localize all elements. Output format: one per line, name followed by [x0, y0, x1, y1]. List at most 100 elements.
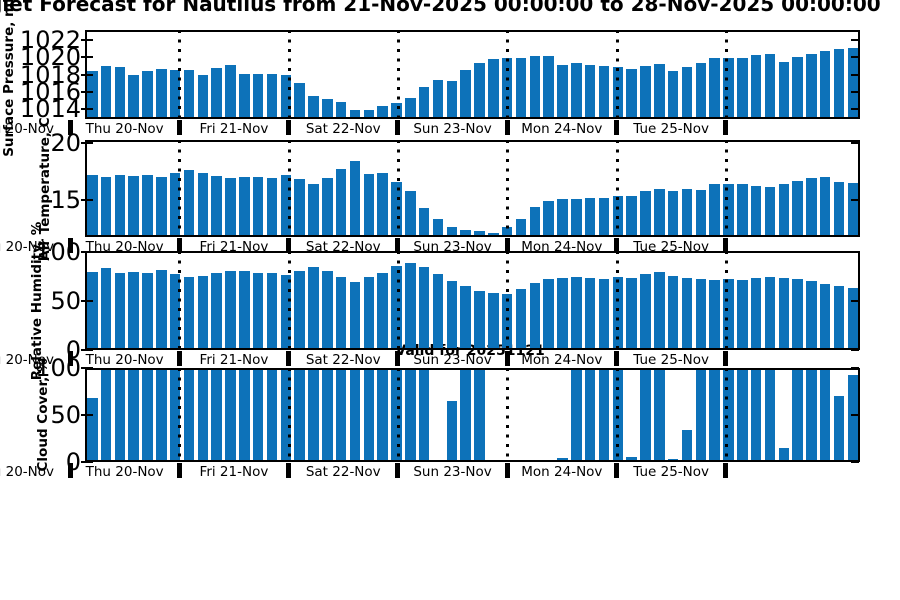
bar	[667, 71, 679, 119]
bar	[598, 368, 610, 462]
day-boundary-tick	[723, 351, 729, 366]
bar	[778, 278, 789, 350]
bar	[280, 174, 292, 237]
ytick-mark-left	[81, 349, 93, 351]
ytick-mark-right	[851, 90, 859, 93]
day-label: Mon 24-Nov	[521, 239, 603, 255]
day-gridline	[615, 30, 619, 119]
bar	[391, 265, 402, 350]
day-label: Tue 25-Nov	[633, 352, 710, 368]
ytick-mark-right	[851, 250, 859, 253]
bar	[446, 281, 458, 350]
bar	[709, 280, 720, 350]
bar	[114, 368, 126, 462]
bar	[349, 282, 361, 350]
day-gridline	[506, 30, 510, 119]
day-boundary-tick	[176, 120, 182, 135]
bar	[418, 266, 430, 350]
day-label: Fri 21-Nov	[199, 352, 269, 368]
ytick-mark-left	[81, 56, 93, 59]
day-boundary-tick	[395, 463, 401, 478]
day-boundary-tick	[614, 238, 619, 253]
bar	[778, 184, 789, 237]
day-gridline	[287, 368, 291, 462]
day-gridline	[615, 140, 619, 237]
ytick-mark-left	[81, 107, 93, 110]
bar	[695, 189, 707, 237]
bar	[667, 275, 679, 350]
bar	[405, 98, 416, 119]
bar	[598, 279, 610, 350]
bar	[391, 368, 402, 462]
bar	[792, 56, 803, 119]
bar	[723, 184, 734, 237]
bar	[335, 277, 347, 350]
day-label: Sat 22-Nov	[305, 464, 381, 480]
plot-relative-humidity	[85, 251, 860, 350]
bar	[211, 67, 222, 119]
bar	[847, 374, 859, 462]
bar	[737, 368, 748, 462]
day-gridline	[287, 140, 291, 237]
bar	[252, 368, 264, 462]
bar	[474, 291, 485, 350]
bar	[474, 368, 485, 462]
bar	[418, 207, 430, 237]
bar	[778, 61, 789, 119]
bar	[474, 231, 485, 237]
bar	[681, 430, 693, 462]
ytick-mark-right	[851, 349, 859, 351]
bar	[335, 368, 347, 462]
ytick-mark-right	[851, 367, 859, 369]
bar	[432, 273, 444, 350]
day-boundary-tick	[395, 120, 401, 135]
day-gridline	[178, 368, 182, 462]
day-gridline	[724, 30, 728, 119]
bar	[169, 273, 181, 350]
bar	[169, 172, 181, 237]
bar	[654, 188, 665, 237]
day-boundary-tick	[67, 120, 73, 135]
bar	[294, 179, 305, 237]
bar	[695, 63, 707, 119]
bar	[156, 269, 167, 350]
bar	[363, 110, 375, 119]
day-boundary-tick	[176, 351, 182, 366]
bar	[114, 174, 126, 237]
bar	[460, 286, 471, 350]
bar	[377, 272, 388, 350]
plot-air-temperature	[85, 140, 860, 237]
bar	[156, 177, 167, 237]
bar	[723, 279, 734, 350]
bar	[571, 198, 582, 237]
bar	[322, 99, 333, 119]
bar	[87, 398, 98, 462]
ytick-mark-left	[81, 367, 93, 369]
day-label-clipped: Thu 20-Nov	[0, 239, 55, 255]
bar	[418, 368, 430, 462]
bar	[322, 178, 333, 237]
bar	[737, 280, 748, 350]
bar	[197, 172, 209, 237]
day-label: Sat 22-Nov	[305, 239, 381, 255]
bar	[695, 279, 707, 350]
ytick-label: 1014	[19, 94, 81, 123]
bar	[335, 169, 347, 237]
bar	[723, 368, 734, 462]
ytick-mark-right	[851, 107, 859, 110]
day-boundary-tick	[614, 463, 619, 478]
day-boundary-tick	[723, 463, 729, 478]
bar	[377, 368, 388, 462]
day-boundary-tick	[67, 463, 73, 478]
day-boundary-tick	[286, 351, 292, 366]
bar	[239, 368, 250, 462]
bar	[156, 368, 167, 462]
bar	[681, 278, 693, 350]
bar	[750, 186, 762, 237]
ytick-label: 15	[50, 185, 81, 214]
bar	[142, 272, 153, 350]
bar	[183, 368, 195, 462]
bar	[667, 190, 679, 237]
bar	[543, 200, 554, 237]
day-gridline	[506, 368, 510, 462]
